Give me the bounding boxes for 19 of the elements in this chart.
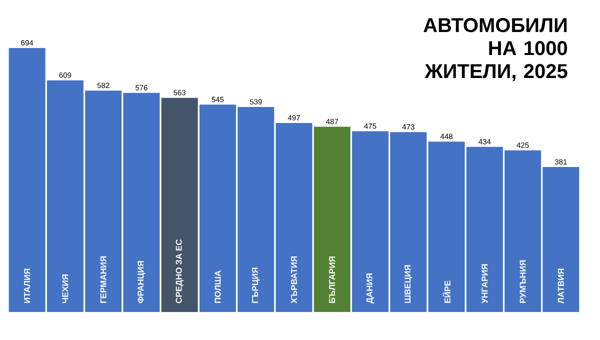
x-tick-label: УНГАРИЯ xyxy=(482,264,488,304)
x-tick-label: ЕЙРЕ xyxy=(442,280,450,303)
bar xyxy=(314,126,350,312)
x-tick-label: ФРАНЦИЯ xyxy=(138,261,146,304)
x-tick-label: ГЕРМАНИЯ xyxy=(100,256,106,303)
x-tick-label: ШВЕЦИЯ xyxy=(404,265,412,303)
x-tick-label: ИТАЛИЯ xyxy=(24,268,30,303)
x-tick-label: РУМЪНИЯ xyxy=(520,260,526,303)
bar xyxy=(161,98,198,312)
x-tick-label: ПОЛША xyxy=(214,270,221,303)
bar xyxy=(276,122,312,312)
chart-title: АВТОМОБИЛИ НА 1000 ЖИТЕЛИ, 2025 xyxy=(424,18,568,82)
x-tick-label: ЧЕХИЯ xyxy=(62,274,68,303)
x-tick-label: БЪЛГАРИЯ xyxy=(329,256,336,303)
x-tick-label: ЛАТВИЯ xyxy=(558,268,564,304)
x-tick-label: ГЪРЦИЯ xyxy=(252,268,260,303)
x-tick-label: ДАНИЯ xyxy=(366,273,374,304)
x-tick-label: ХЪРВАТИЯ xyxy=(291,256,297,304)
x-tick-label: СРЕДНО ЗА ЕС xyxy=(176,239,184,304)
